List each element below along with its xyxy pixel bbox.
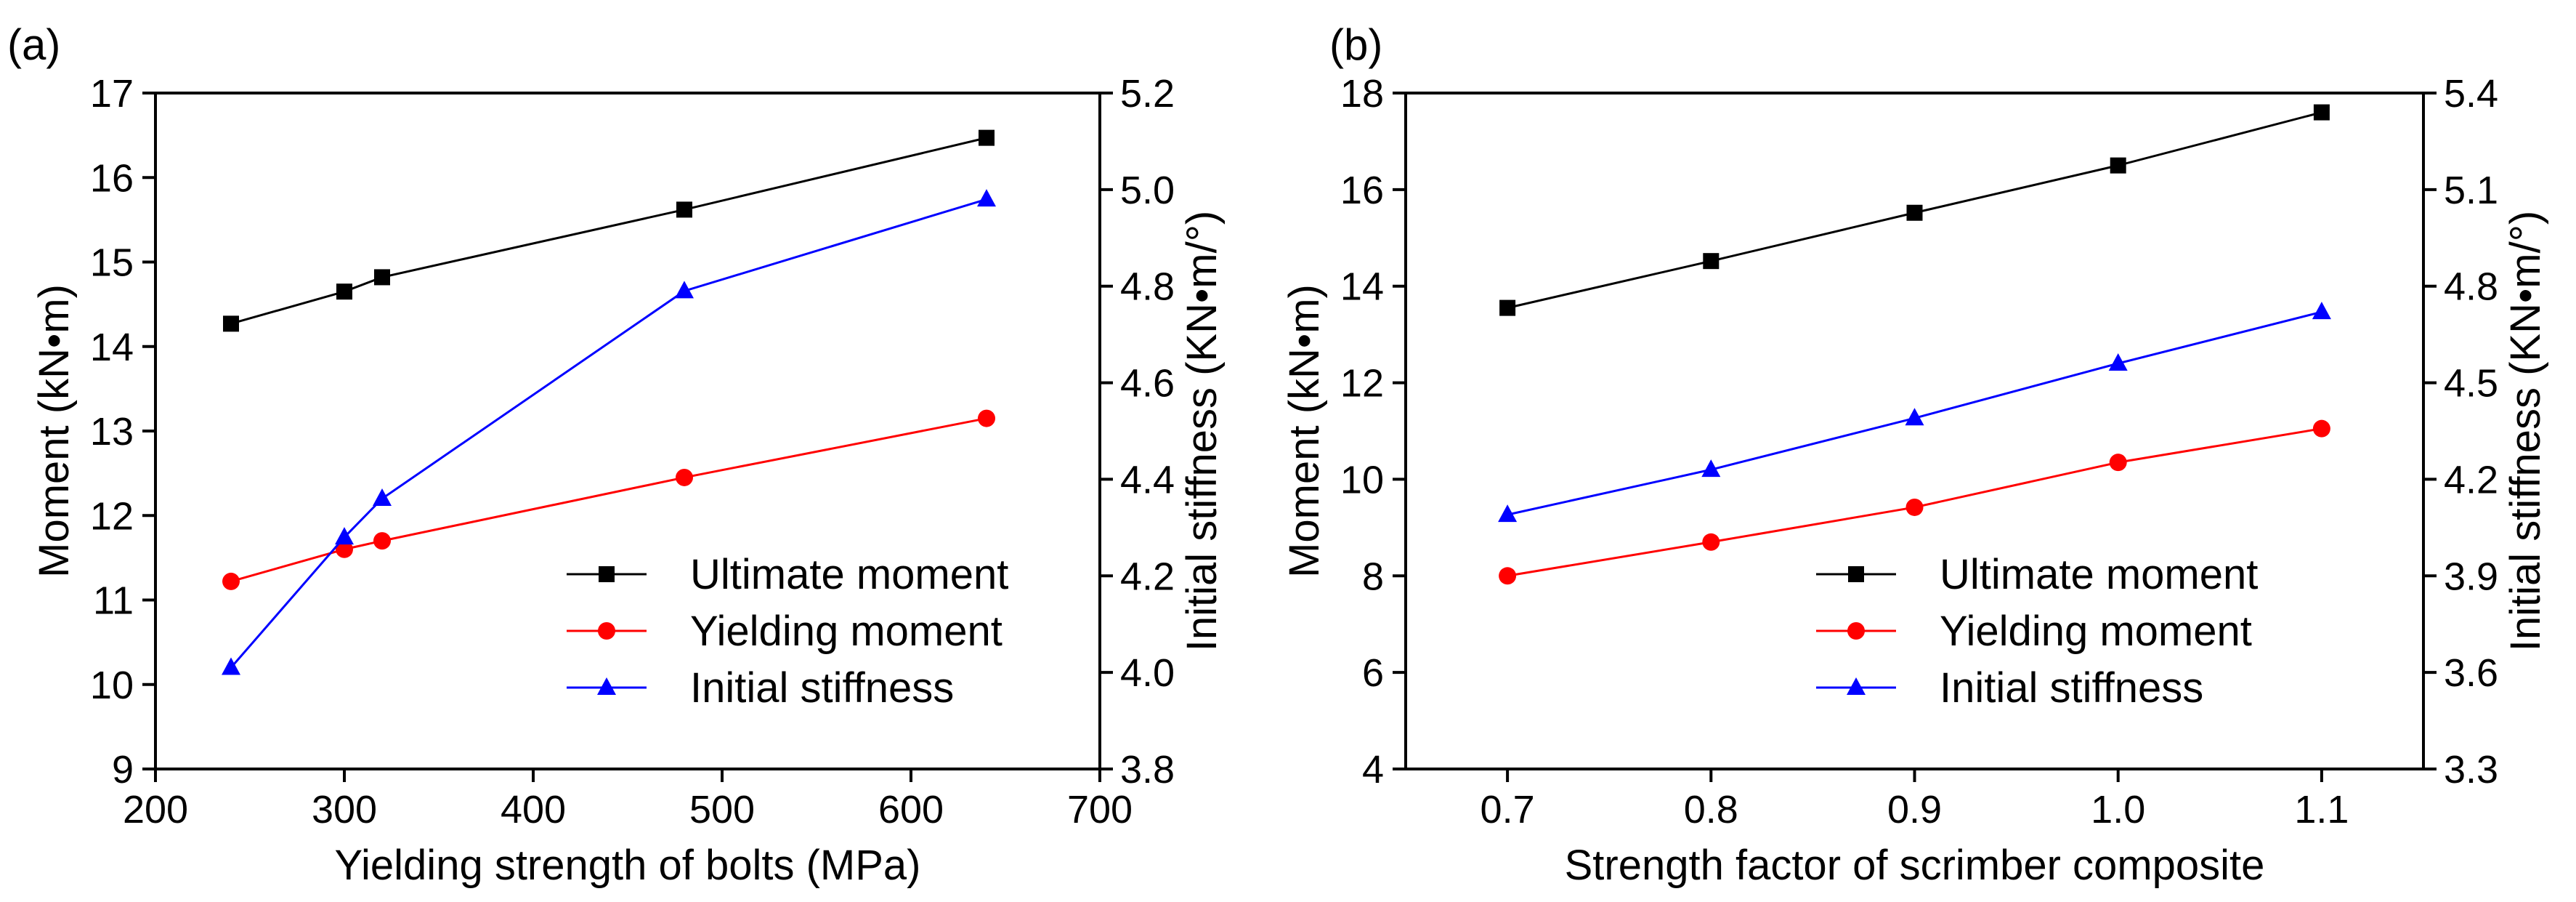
y-right-tick-label: 3.9 [2444, 555, 2498, 598]
legend-marker [598, 622, 615, 640]
y-right-axis-title: Initial stiffness (KN•m/°) [2502, 211, 2549, 651]
y-right-tick-label: 3.8 [1120, 748, 1175, 792]
y-left-tick-label: 10 [1340, 458, 1384, 502]
legend-marker [599, 566, 615, 582]
y-right-tick-label: 4.2 [1120, 555, 1175, 598]
legend-label: Initial stiffness [1940, 664, 2203, 712]
y-left-tick-label: 18 [1340, 72, 1384, 116]
plot-frame [1404, 92, 2425, 770]
y-right-tick-label: 5.4 [2444, 72, 2498, 116]
y-right-tick-label: 4.4 [1120, 458, 1175, 502]
legend-marker [597, 677, 616, 695]
data-point [2109, 454, 2127, 472]
legend-label: Ultimate moment [690, 551, 1008, 598]
x-tick-label: 700 [1067, 788, 1133, 831]
data-point [1905, 408, 1924, 426]
y-right-tick-label: 4.6 [1120, 362, 1175, 406]
y-left-tick-label: 12 [90, 494, 134, 538]
y-left-tick-label: 17 [90, 72, 134, 116]
panel-a: 200 300 400 500 600 700 9 10 11 12 13 14 15 16 17 3.8 4.… [7, 20, 1226, 889]
y-left-tick-label: 6 [1362, 651, 1384, 695]
data-point [978, 409, 995, 427]
y-left-tick-label: 13 [90, 410, 134, 454]
data-point [373, 488, 392, 506]
data-point [222, 572, 240, 590]
y-right-tick-label: 5.0 [1120, 169, 1175, 212]
y-right-tick-label: 4.8 [1120, 265, 1175, 309]
data-point [977, 189, 996, 207]
data-point [222, 657, 240, 675]
x-tick-label: 200 [123, 788, 188, 831]
data-point [374, 269, 390, 286]
data-point [336, 283, 352, 300]
y-right-tick-label: 5.1 [2444, 169, 2498, 212]
x-tick-label: 400 [501, 788, 566, 831]
panel-label: (a) [7, 20, 60, 69]
data-point [1499, 567, 1517, 585]
y-right-tick-label: 3.3 [2444, 748, 2498, 792]
legend-marker [1848, 566, 1864, 582]
data-point [1703, 253, 1720, 270]
data-point [2110, 157, 2126, 174]
legend-label: Initial stiffness [690, 664, 954, 712]
y-left-tick-label: 14 [1340, 265, 1384, 309]
x-tick-label: 500 [689, 788, 755, 831]
legend-label: Yielding moment [690, 608, 1003, 655]
y-left-tick-label: 16 [90, 156, 134, 200]
x-tick-label: 0.7 [1481, 788, 1535, 831]
data-point [676, 201, 692, 218]
data-point [1498, 504, 1518, 523]
plot-frame [154, 92, 1101, 770]
data-point [979, 129, 995, 146]
data-point [675, 281, 694, 299]
y-left-axis-title: Moment (kN•m) [31, 284, 78, 578]
x-tick-label: 300 [312, 788, 377, 831]
y-left-tick-label: 11 [93, 579, 134, 623]
y-left-tick-label: 8 [1362, 555, 1384, 598]
y-left-axis-title: Moment (kN•m) [1281, 284, 1328, 578]
y-right-tick-label: 4.5 [2444, 362, 2498, 406]
x-tick-label: 1.1 [2294, 788, 2349, 831]
data-point [336, 540, 353, 558]
y-right-tick-label: 5.2 [1120, 72, 1175, 116]
x-tick-label: 0.9 [1887, 788, 1942, 831]
y-left-tick-label: 9 [112, 748, 134, 792]
y-left-tick-label: 12 [1340, 362, 1384, 406]
legend-label: Yielding moment [1940, 608, 2252, 655]
data-point [2312, 419, 2330, 438]
panel-b: 0.7 0.8 0.9 1.0 1.1 4 6 8 10 12 14 16 18 3.3 3.6 3.9 4.2… [1281, 20, 2549, 889]
y-right-tick-label: 4.0 [1120, 651, 1175, 695]
y-left-tick-label: 10 [90, 664, 134, 707]
y-left-tick-label: 14 [90, 326, 134, 369]
data-point [1702, 533, 1720, 551]
y-right-tick-label: 3.6 [2444, 651, 2498, 695]
x-tick-label: 1.0 [2091, 788, 2145, 831]
legend-marker [1847, 622, 1865, 640]
x-axis-title: Yielding strength of bolts (MPa) [334, 842, 920, 889]
data-point [2108, 353, 2128, 371]
x-tick-label: 0.8 [1684, 788, 1738, 831]
data-point [1906, 204, 1923, 221]
data-point [2313, 104, 2330, 121]
data-point [676, 468, 693, 486]
y-left-tick-label: 15 [90, 241, 134, 285]
y-right-tick-label: 4.8 [2444, 265, 2498, 309]
data-point [335, 527, 354, 545]
y-left-tick-label: 4 [1362, 748, 1384, 792]
legend-label: Ultimate moment [1940, 551, 2258, 598]
data-point [223, 315, 239, 332]
x-tick-label: 600 [878, 788, 944, 831]
y-right-axis-title: Initial stiffness (KN•m/°) [1178, 211, 1226, 651]
data-point [373, 532, 391, 550]
panel-label: (b) [1329, 20, 1382, 69]
data-point [2312, 302, 2331, 320]
data-point [1701, 459, 1721, 478]
data-point [1499, 299, 1516, 316]
y-right-tick-label: 4.2 [2444, 458, 2498, 502]
x-axis-title: Strength factor of scrimber composite [1565, 842, 2265, 889]
legend-marker [1847, 677, 1866, 695]
y-left-tick-label: 16 [1340, 169, 1384, 212]
data-point [1905, 498, 1924, 516]
